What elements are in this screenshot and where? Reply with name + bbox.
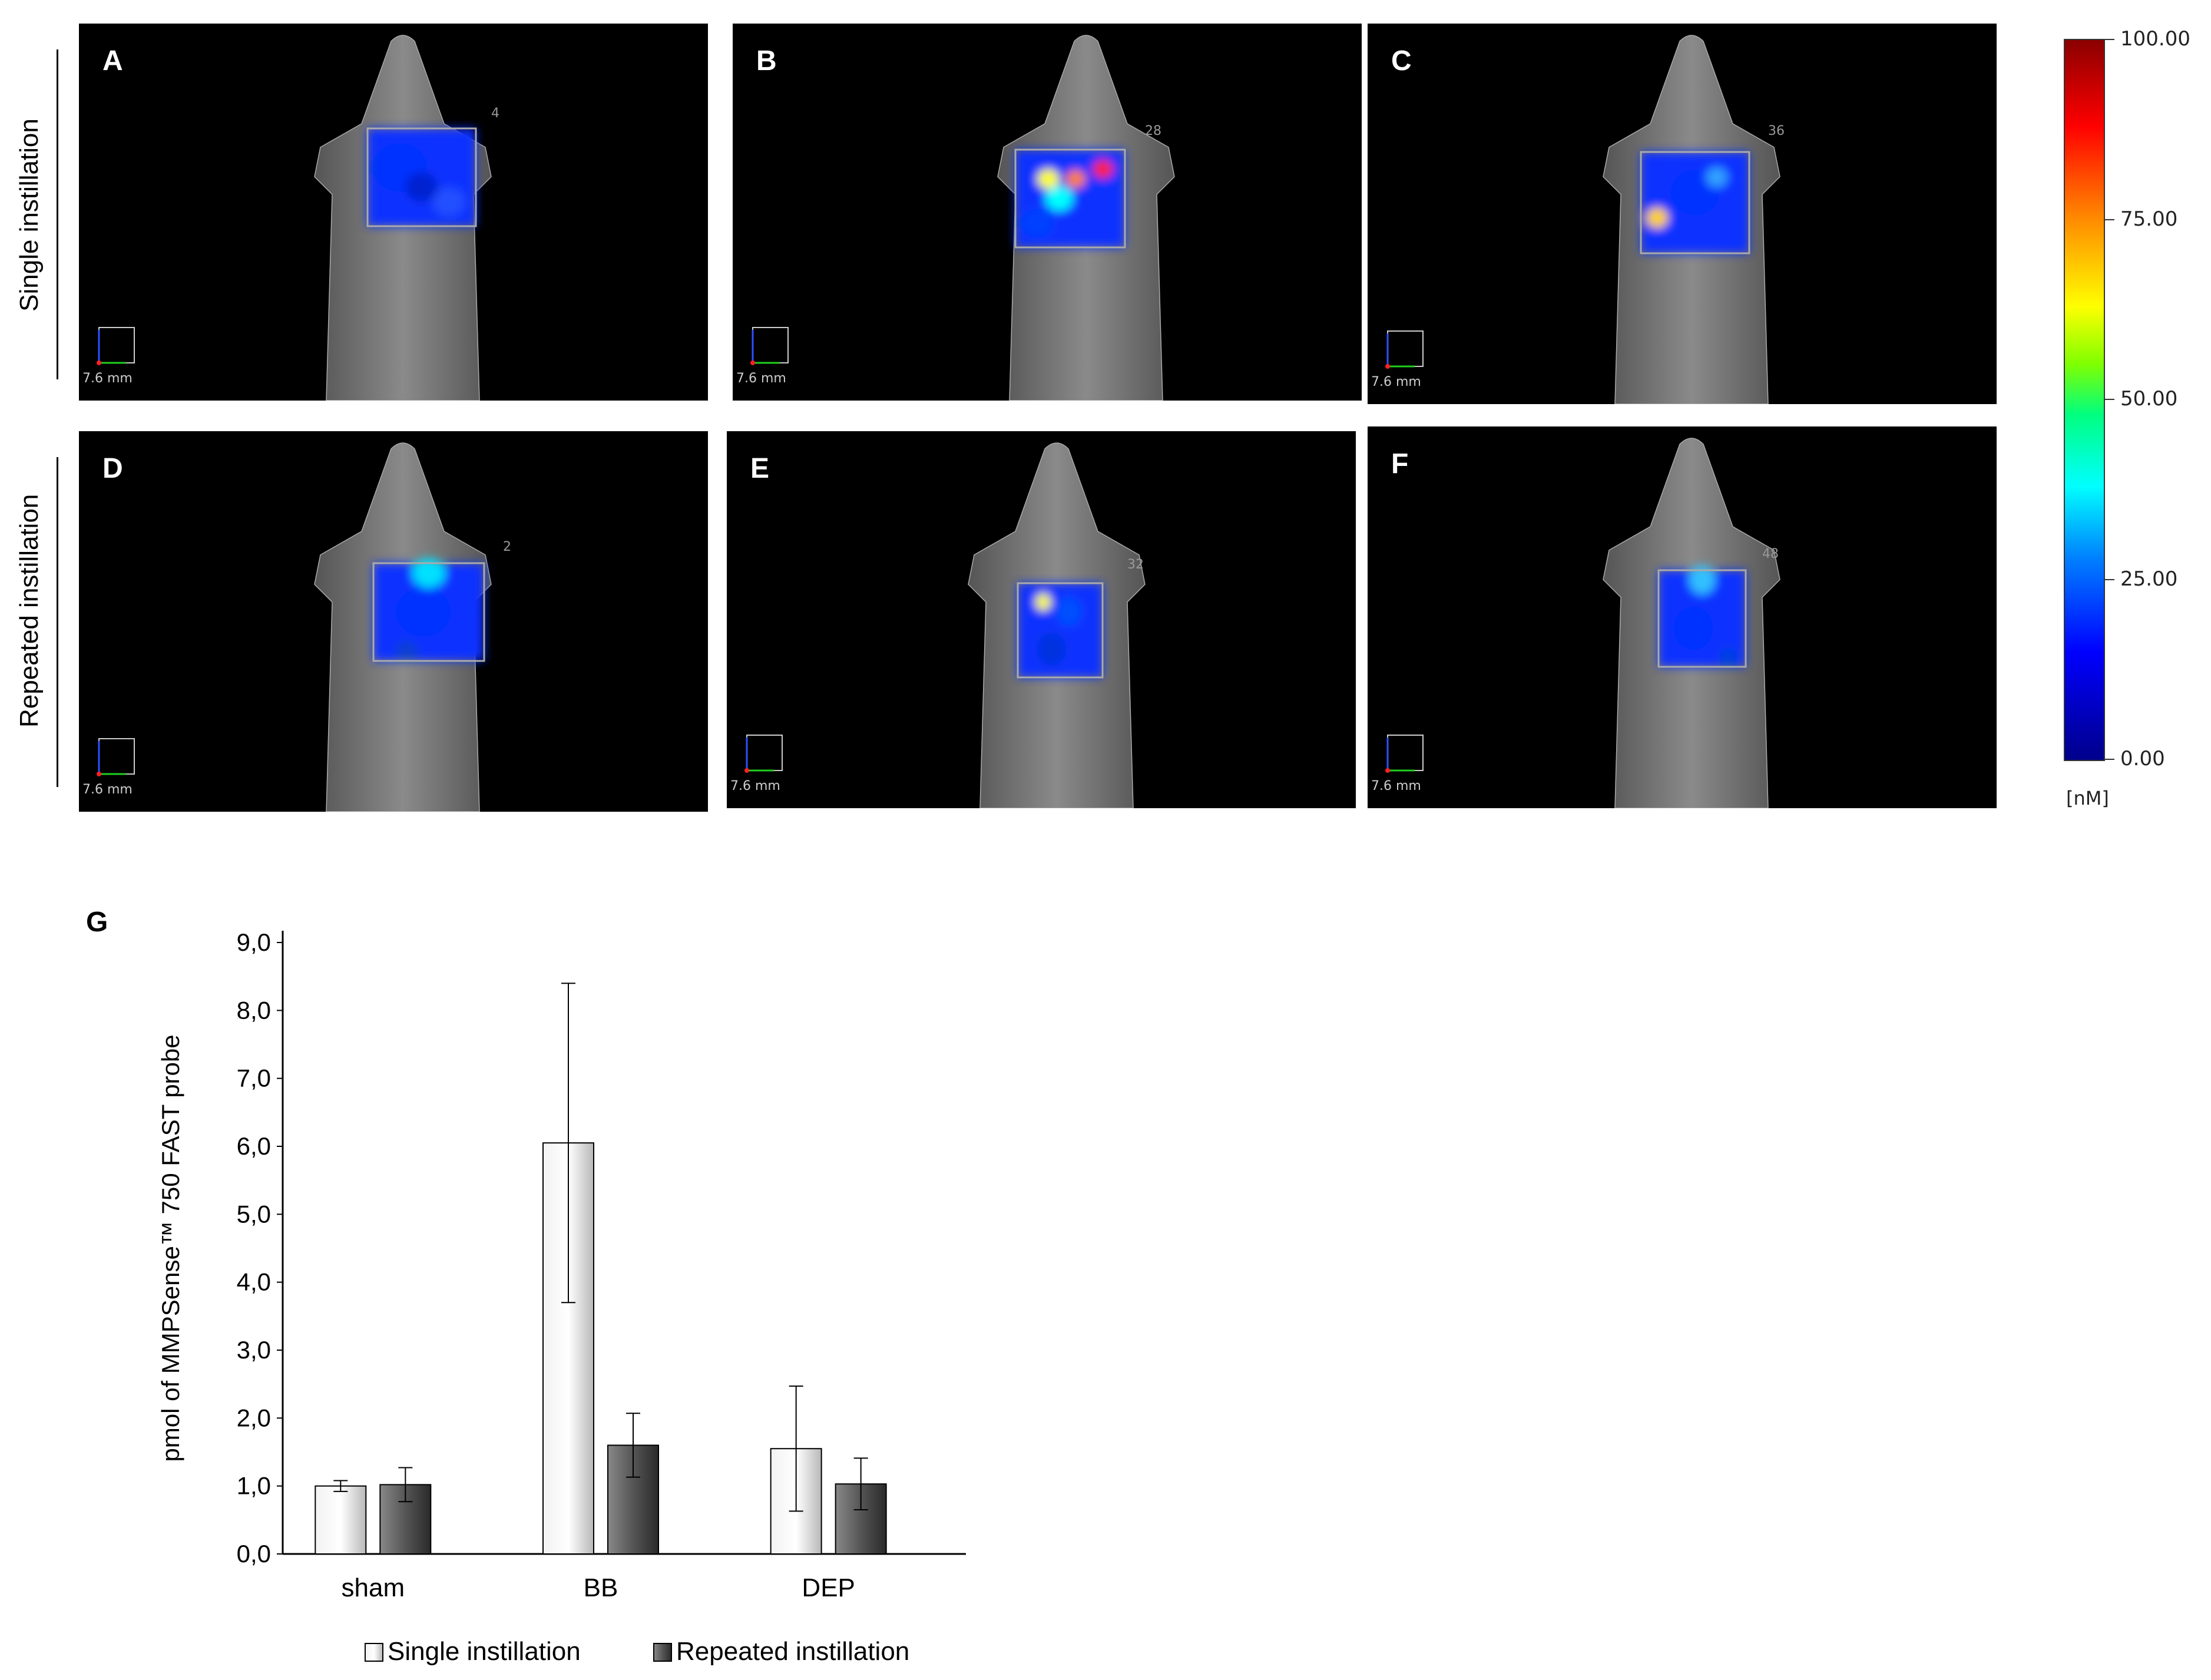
y-tick-label: 0,0 bbox=[237, 1540, 271, 1567]
legend-label: Single instillation bbox=[388, 1637, 581, 1666]
y-tick-label: 2,0 bbox=[237, 1404, 271, 1431]
image-panel-f: F 7.6 mm 48 bbox=[1368, 426, 1997, 808]
mouse-image bbox=[97, 35, 492, 401]
y-tick-label: 1,0 bbox=[237, 1472, 271, 1500]
roi-box bbox=[1017, 582, 1104, 679]
colorbar-tick bbox=[2104, 578, 2114, 580]
colorbar-tick-label: 100.00 bbox=[2120, 27, 2190, 51]
image-panel-a: A 7.6 mm 4 bbox=[79, 24, 708, 401]
panel-label: F bbox=[1391, 448, 1409, 479]
x-tick-label: BB bbox=[584, 1573, 618, 1602]
y-tick-label: 4,0 bbox=[237, 1268, 271, 1296]
image-panel-b: B 7.6 mm 28 bbox=[733, 24, 1362, 401]
heatmap-overlay bbox=[1018, 583, 1103, 677]
colorbar-unit: [nM] bbox=[2066, 787, 2109, 809]
y-tick-label: 8,0 bbox=[237, 996, 271, 1024]
axis-gizmo-icon bbox=[750, 327, 789, 365]
image-panel-c: C 7.6 mm 36 bbox=[1368, 24, 1997, 404]
roi-box bbox=[372, 562, 485, 662]
colorbar-tick bbox=[2104, 399, 2114, 400]
colorbar-tick-label: 0.00 bbox=[2120, 747, 2165, 770]
roi-box bbox=[1640, 151, 1750, 254]
legend-swatch bbox=[653, 1643, 672, 1662]
colorbar bbox=[2064, 39, 2105, 761]
mouse-image bbox=[1385, 438, 1780, 808]
panel-label: C bbox=[1391, 45, 1412, 77]
axis-gizmo-icon bbox=[1385, 735, 1424, 773]
roi-box bbox=[366, 127, 477, 227]
scale-label: 7.6 mm bbox=[730, 779, 780, 793]
mouse-image bbox=[97, 442, 492, 812]
y-tick-label: 5,0 bbox=[237, 1200, 271, 1228]
heatmap-overlay bbox=[373, 558, 484, 661]
animal-id-label: 32 bbox=[1127, 557, 1144, 572]
animal-id-label: 4 bbox=[491, 106, 499, 121]
mouse-image bbox=[744, 442, 1146, 808]
scale-label: 7.6 mm bbox=[1371, 375, 1421, 389]
legend-swatch bbox=[365, 1643, 383, 1662]
scale-label: 7.6 mm bbox=[736, 371, 786, 386]
roi-box bbox=[1657, 569, 1747, 668]
axis-gizmo-icon bbox=[97, 738, 135, 776]
x-tick-label: DEP bbox=[802, 1573, 855, 1602]
axis-gizmo-icon bbox=[97, 327, 135, 365]
scale-label: 7.6 mm bbox=[1371, 779, 1421, 793]
mouse-image bbox=[750, 35, 1175, 401]
panel-label: B bbox=[756, 45, 777, 77]
panel-label-g: G bbox=[86, 907, 108, 938]
colorbar-tick-label: 50.00 bbox=[2120, 387, 2178, 411]
bar-sham-repeated bbox=[379, 1484, 432, 1555]
heatmap-overlay bbox=[1641, 152, 1749, 253]
row-divider-repeated bbox=[57, 457, 58, 787]
panel-label: E bbox=[750, 453, 770, 484]
heatmap-overlay bbox=[1015, 150, 1125, 247]
y-tick-label: 7,0 bbox=[237, 1064, 271, 1092]
axis-gizmo-icon bbox=[744, 735, 783, 773]
animal-id-label: 36 bbox=[1768, 124, 1785, 138]
colorbar-tick-label: 75.00 bbox=[2120, 207, 2178, 231]
y-axis-label: pmol of MMPSense™ 750 FAST probe bbox=[157, 1034, 184, 1461]
colorbar-tick bbox=[2104, 219, 2114, 220]
x-tick-label: sham bbox=[342, 1573, 405, 1602]
roi-box bbox=[1014, 148, 1126, 249]
mouse-image bbox=[1385, 35, 1780, 404]
row-divider-single bbox=[57, 49, 58, 379]
y-tick-label: 3,0 bbox=[237, 1336, 271, 1364]
animal-id-label: 48 bbox=[1762, 547, 1779, 561]
colorbar-tick-label: 25.00 bbox=[2120, 567, 2178, 591]
bar-chart: 0,0 1,0 2,0 3,0 4,0 5,0 6,0 7,0 8,0 9,0 pmol of MM… bbox=[157, 928, 966, 1666]
y-tick-label: 9,0 bbox=[237, 928, 271, 956]
row-label-repeated: Repeated instillation bbox=[15, 494, 44, 727]
colorbar-tick bbox=[2104, 759, 2114, 760]
legend-label: Repeated instillation bbox=[676, 1637, 909, 1666]
animal-id-label: 2 bbox=[503, 540, 511, 554]
image-panel-d: D 7.6 mm 2 bbox=[79, 431, 708, 812]
heatmap-overlay bbox=[368, 128, 476, 226]
axis-gizmo-icon bbox=[1385, 330, 1424, 369]
row-label-single: Single instillation bbox=[15, 118, 44, 312]
y-tick-label: 6,0 bbox=[237, 1132, 271, 1160]
animal-id-label: 28 bbox=[1145, 124, 1161, 138]
scale-label: 7.6 mm bbox=[82, 371, 133, 386]
colorbar-tick bbox=[2104, 39, 2114, 40]
image-panel-e: E 7.6 mm 32 bbox=[727, 431, 1356, 808]
bar-sham-single bbox=[315, 1485, 367, 1555]
heatmap-overlay bbox=[1659, 565, 1746, 667]
panel-label: A bbox=[102, 45, 123, 77]
scale-label: 7.6 mm bbox=[82, 782, 133, 797]
panel-label: D bbox=[102, 453, 123, 484]
